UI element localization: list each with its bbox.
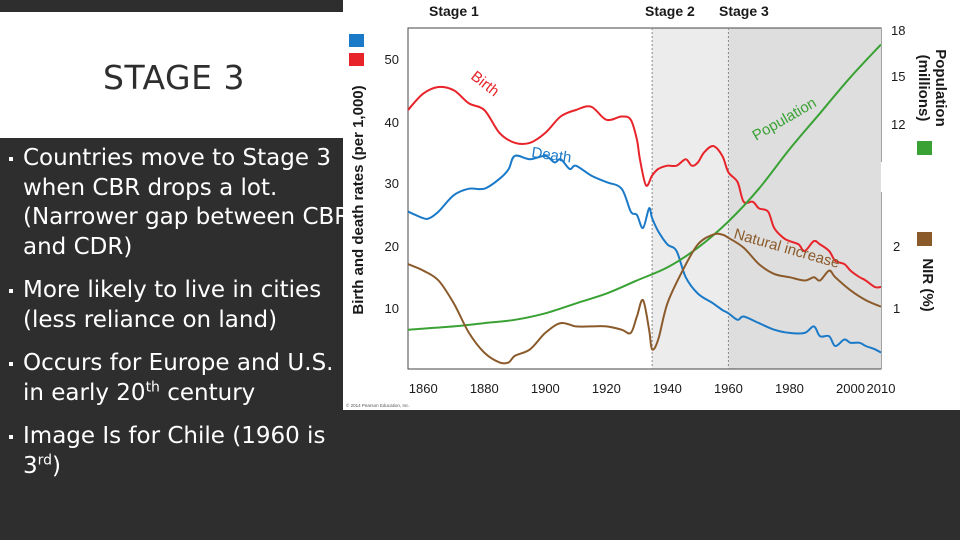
death-legend-swatch <box>349 34 364 47</box>
bullet-text: Image Is for Chile (1960 is 3 <box>23 423 326 479</box>
x-tick-label: 2000 <box>836 381 865 396</box>
bullet-item: Image Is for Chile (1960 is 3rd) <box>6 422 351 481</box>
population-axis-title-line2: (millions) <box>915 55 932 122</box>
left-tick: 10 <box>385 301 399 316</box>
left-axis-title: Birth and death rates (per 1,000) <box>350 85 367 314</box>
left-tick: 20 <box>385 239 399 254</box>
bullet-item: Countries move to Stage 3 when CBR drops… <box>6 144 351 262</box>
bullet-marker <box>9 362 13 366</box>
nir-tick: 1 <box>893 301 900 316</box>
top-dark-strip <box>0 0 345 12</box>
population-legend-swatch <box>917 141 932 155</box>
nir-legend-swatch <box>917 232 932 246</box>
population-axis-title-line1: Population <box>932 49 949 127</box>
bullet-text: More likely to live in cities (less reli… <box>23 277 322 333</box>
nir-axis-title: NIR (%) <box>919 258 936 311</box>
bullet-marker <box>9 435 13 439</box>
bullet-text-tail: ) <box>52 452 62 479</box>
bullet-text: Countries move to Stage 3 when CBR drops… <box>23 145 351 260</box>
x-tick-label: 1900 <box>531 381 560 396</box>
birth-series-line <box>407 85 882 289</box>
birth-legend-swatch <box>349 53 364 66</box>
left-tick: 30 <box>385 176 399 191</box>
left-tick: 50 <box>385 52 399 67</box>
slide-title: STAGE 3 <box>103 58 245 97</box>
bullet-text: Occurs for Europe and U.S. in early 20 <box>23 350 334 406</box>
bullet-list: Countries move to Stage 3 when CBR drops… <box>6 144 351 495</box>
demographic-transition-chart: Stage 1 Stage 2 Stage 3 Birth and death … <box>346 3 960 408</box>
x-tick-label: 2010 <box>867 381 896 396</box>
stage-band <box>728 28 881 369</box>
population-series-line <box>407 43 882 331</box>
bullet-marker <box>9 289 13 293</box>
left-tick: 40 <box>385 115 399 130</box>
x-tick-label: 1880 <box>470 381 499 396</box>
bullet-marker <box>9 157 13 161</box>
stage-2-label: Stage 2 <box>645 3 695 19</box>
x-tick-label: 1940 <box>653 381 682 396</box>
population-tick: 12 <box>891 117 905 132</box>
bullet-item: Occurs for Europe and U.S. in early 20th… <box>6 349 351 408</box>
bullet-item: More likely to live in cities (less reli… <box>6 276 351 335</box>
chart-panel: Stage 1 Stage 2 Stage 3 Birth and death … <box>343 0 960 410</box>
population-tick: 18 <box>891 23 905 38</box>
copyright-text: © 2014 Pearson Education, Inc. <box>346 402 410 408</box>
title-band <box>0 12 345 138</box>
death-series-line <box>407 154 882 354</box>
bullet-text-tail: century <box>159 379 256 406</box>
stage-1-label: Stage 1 <box>429 3 479 19</box>
x-tick-label: 1980 <box>775 381 804 396</box>
bullet-superscript: rd <box>37 451 53 468</box>
natural-increase-series-line <box>407 232 882 365</box>
x-tick-label: 1860 <box>409 381 438 396</box>
stage-3-label: Stage 3 <box>719 3 769 19</box>
x-tick-label: 1960 <box>714 381 743 396</box>
population-tick: 15 <box>891 69 905 84</box>
nir-tick: 2 <box>893 239 900 254</box>
axis-gap <box>881 162 960 192</box>
x-tick-label: 1920 <box>592 381 621 396</box>
death-curve-label: Death <box>530 144 572 166</box>
bullet-superscript: th <box>145 378 160 395</box>
